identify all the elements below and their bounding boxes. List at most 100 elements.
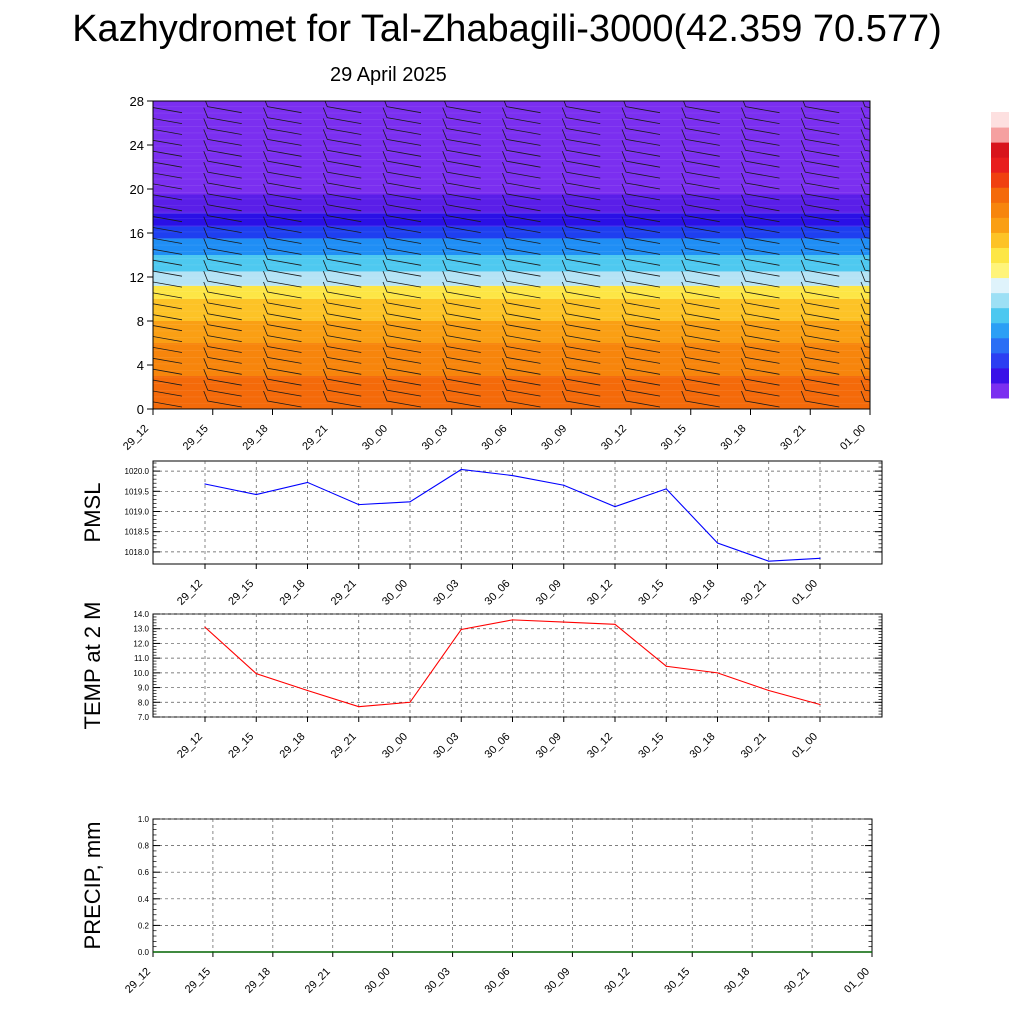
wind-barb-icon <box>681 118 720 135</box>
data-point <box>768 689 770 692</box>
wind-barb-icon <box>263 183 302 201</box>
wind-barb-icon <box>561 216 601 233</box>
wind-barb-icon <box>681 390 720 408</box>
wind-barb-icon <box>442 107 481 124</box>
wind-barb-icon <box>382 325 422 342</box>
data-point <box>563 621 565 623</box>
x-tick-label: 30_00 <box>360 423 390 453</box>
x-tick-label: 01_00 <box>838 423 868 453</box>
y-tick-label: 0.4 <box>138 895 150 904</box>
wind-barb-icon <box>800 107 840 124</box>
wind-barb-icon <box>741 347 780 364</box>
wind-barb-icon <box>442 161 481 179</box>
wind-barb-icon <box>502 347 541 364</box>
wind-barb-icon <box>153 172 183 179</box>
x-tick-label: 29_18 <box>278 578 308 608</box>
wind-barb-icon <box>621 314 661 332</box>
wind-barb-icon <box>322 183 362 201</box>
wind-barb-icon <box>502 194 541 212</box>
wind-barb-icon <box>502 369 541 386</box>
wind-barb-icon <box>203 369 242 386</box>
colorbar-swatch <box>991 352 1009 369</box>
wind-barb-icon <box>561 107 601 124</box>
wind-barb-icon <box>322 358 362 375</box>
wind-barb-icon <box>621 336 661 353</box>
x-tick-label: 29_15 <box>226 578 256 608</box>
wind-barb-icon <box>153 346 183 353</box>
wind-barb-icon <box>442 183 481 201</box>
wind-barb-icon <box>153 128 183 135</box>
wind-barb-icon <box>322 260 362 277</box>
wind-barb-icon <box>153 150 183 157</box>
y-tick-label: 12.0 <box>133 639 149 648</box>
wind-barb-icon <box>263 336 302 353</box>
wind-barb-icon <box>621 358 661 375</box>
wind-barb-icon <box>561 336 601 353</box>
wind-barb-icon <box>153 270 183 277</box>
wind-barb-icon <box>621 194 661 212</box>
wind-barb-icon <box>800 216 840 233</box>
wind-barb-icon <box>382 238 422 255</box>
wind-barb-icon <box>681 129 720 146</box>
y-tick-label: 1.0 <box>138 815 150 824</box>
wind-barb-icon <box>322 314 362 332</box>
y-tick-label: 4 <box>137 358 144 373</box>
wind-barb-icon <box>741 151 780 168</box>
x-tick-label: 29_12 <box>175 578 205 608</box>
wind-barb-icon <box>681 270 720 288</box>
wind-barb-icon <box>800 390 840 408</box>
colorbar-swatch <box>991 142 1009 158</box>
wind-barb-icon <box>442 336 481 353</box>
wind-barb-icon <box>681 216 720 233</box>
wind-barb-icon <box>561 151 601 168</box>
x-tick-label: 30_15 <box>636 731 666 761</box>
panel-frame <box>152 613 883 718</box>
wind-barb-icon <box>681 107 720 124</box>
wind-barb-icon <box>264 101 302 114</box>
wind-barb-icon <box>800 260 840 277</box>
wind-barb-icon <box>502 325 541 342</box>
y-tick-label: 14.0 <box>133 610 149 619</box>
wind-barb-icon <box>681 227 720 244</box>
wind-barb-icon <box>442 205 481 223</box>
wind-barb-icon <box>322 216 362 233</box>
y-axis-title: TEMP at 2 M <box>80 602 105 730</box>
wind-barb-icon <box>800 358 840 375</box>
wind-barb-icon <box>502 151 541 168</box>
wind-barb-icon <box>860 194 870 207</box>
wind-barb-icon <box>442 325 481 342</box>
wind-barb-icon <box>382 140 422 157</box>
x-tick-label: 30_18 <box>688 731 718 761</box>
wind-barb-icon <box>263 369 302 386</box>
wind-barb-icon <box>681 249 720 266</box>
y-tick-label: 1018.5 <box>125 528 150 537</box>
data-point <box>665 488 667 490</box>
wind-barb-icon <box>263 194 302 212</box>
wind-barb-icon <box>203 216 242 233</box>
x-tick-label: 29_15 <box>226 731 256 761</box>
wind-barb-icon <box>561 390 601 408</box>
wind-barb-icon <box>263 390 302 408</box>
wind-barb-icon <box>741 183 780 201</box>
wind-barb-icon <box>153 281 183 288</box>
colorbar-swatch <box>991 232 1009 248</box>
wind-barb-icon <box>860 161 870 174</box>
y-tick-label: 9.0 <box>138 684 150 693</box>
wind-barb-icon <box>502 270 541 288</box>
wind-barb-icon <box>681 260 720 277</box>
wind-barb-icon <box>681 205 720 223</box>
x-tick-label: 30_00 <box>363 966 393 996</box>
wind-barb-icon <box>502 249 541 266</box>
wind-barb-icon <box>800 140 840 157</box>
data-point <box>358 504 360 506</box>
wind-barb-icon <box>800 347 840 364</box>
wind-barb-icon <box>621 183 661 201</box>
wind-barb-icon <box>322 107 362 124</box>
wind-barb-icon <box>741 325 780 342</box>
wind-barb-icon <box>741 314 780 332</box>
wind-barb-icon <box>741 172 780 190</box>
wind-barb-icon <box>561 249 601 266</box>
data-point <box>614 623 616 625</box>
x-tick-label: 30_09 <box>542 966 572 996</box>
wind-barb-icon <box>153 194 183 201</box>
